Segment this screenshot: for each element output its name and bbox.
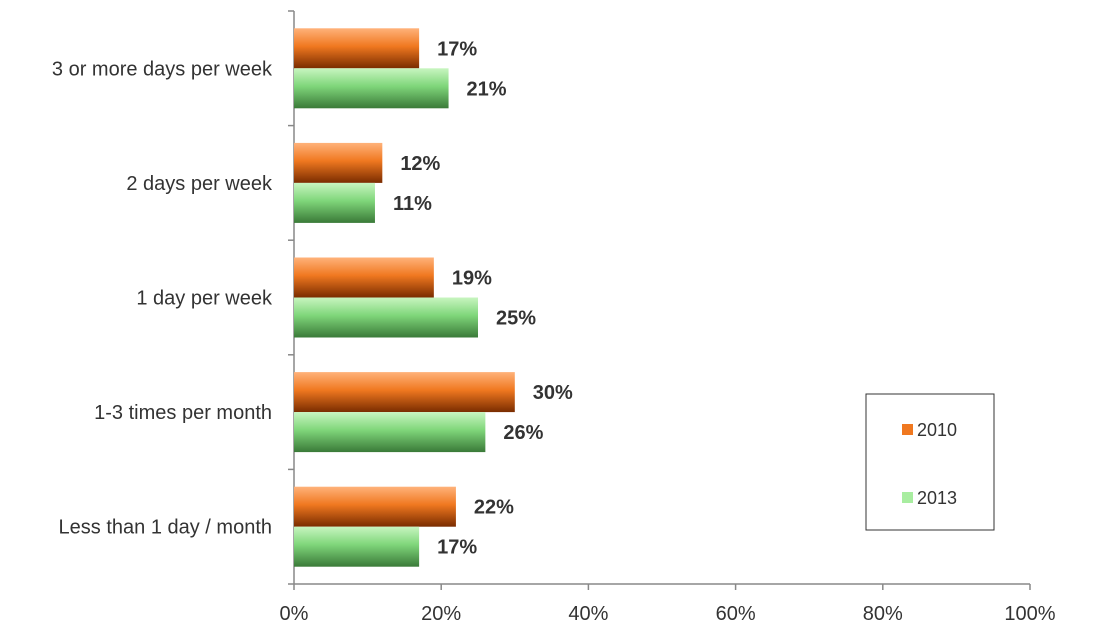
data-label-2010: 30% xyxy=(533,382,573,404)
x-tick-label: 40% xyxy=(568,603,608,625)
data-label-2013: 26% xyxy=(503,422,543,444)
bars xyxy=(294,28,515,567)
x-tick-label: 100% xyxy=(1004,603,1055,625)
data-label-2013: 11% xyxy=(393,193,432,215)
data-label-2013: 21% xyxy=(467,78,507,100)
bar-2010 xyxy=(294,372,515,413)
category-label: 3 or more days per week xyxy=(52,58,273,80)
x-tick-label: 20% xyxy=(421,603,461,625)
legend-label-2013: 2013 xyxy=(917,488,957,508)
bar-2010 xyxy=(294,142,383,183)
data-label-2013: 17% xyxy=(437,537,477,559)
x-tick-label: 80% xyxy=(863,603,903,625)
bar-2013 xyxy=(294,526,420,567)
data-label-2010: 22% xyxy=(474,497,514,519)
data-label-2010: 12% xyxy=(400,153,440,175)
bar-2010 xyxy=(294,486,456,527)
data-label-2013: 25% xyxy=(496,308,536,330)
labels: 3 or more days per week 2 days per week 1 … xyxy=(52,38,573,558)
bar-2013 xyxy=(294,297,478,338)
bar-2010 xyxy=(294,28,420,69)
bar-2013 xyxy=(294,412,486,453)
axes: 0% 20% 40% 60% 80% 100% xyxy=(280,10,1056,625)
bar-2013 xyxy=(294,68,449,109)
x-tick-label: 0% xyxy=(280,603,309,625)
bar-2010 xyxy=(294,257,434,298)
data-label-2010: 17% xyxy=(437,38,477,60)
legend: 2010 2013 xyxy=(865,393,995,531)
legend-label-2010: 2010 xyxy=(917,420,957,440)
legend-swatch-2010 xyxy=(902,424,913,435)
category-label: Less than 1 day / month xyxy=(59,517,272,539)
x-tick-label: 60% xyxy=(716,603,756,625)
data-label-2010: 19% xyxy=(452,268,492,290)
bar-2013 xyxy=(294,182,375,223)
category-label: 1 day per week xyxy=(136,288,273,310)
category-label: 2 days per week xyxy=(126,173,273,195)
legend-swatch-2013 xyxy=(902,492,913,503)
legend-box xyxy=(865,393,995,531)
category-label: 1-3 times per month xyxy=(94,402,272,424)
